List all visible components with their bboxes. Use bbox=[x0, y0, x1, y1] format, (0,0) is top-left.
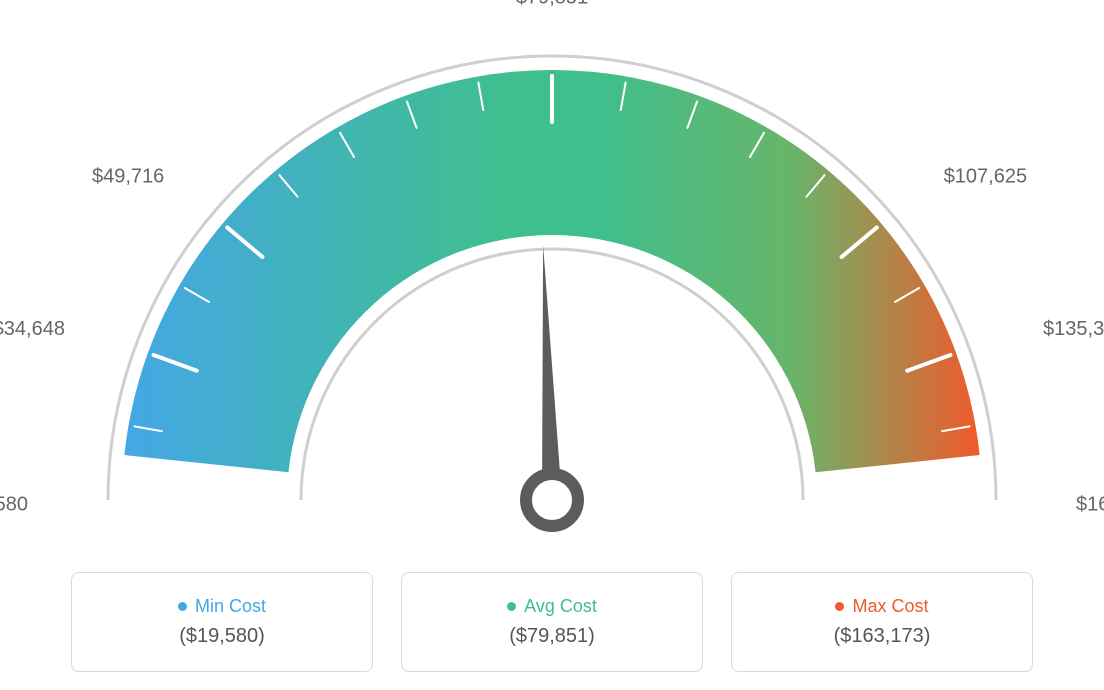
avg-cost-label-row: Avg Cost bbox=[507, 596, 597, 617]
gauge-tick-label: $135,399 bbox=[1043, 318, 1104, 340]
gauge-tick-label: $34,648 bbox=[0, 318, 65, 340]
avg-cost-card: Avg Cost ($79,851) bbox=[401, 572, 703, 672]
min-cost-label: Min Cost bbox=[195, 596, 266, 617]
gauge-needle-hub bbox=[526, 474, 578, 526]
gauge-tick-label: $49,716 bbox=[92, 166, 164, 188]
min-cost-label-row: Min Cost bbox=[178, 596, 266, 617]
max-cost-label: Max Cost bbox=[852, 596, 928, 617]
max-cost-value: ($163,173) bbox=[834, 625, 931, 648]
legend-cards: Min Cost ($19,580) Avg Cost ($79,851) Ma… bbox=[0, 572, 1104, 672]
gauge-tick-label: $79,851 bbox=[516, 0, 588, 8]
cost-gauge-widget: $19,580 $34,648 $49,716 $79,851 $107,625 $135… bbox=[0, 0, 1104, 690]
max-cost-card: Max Cost ($163,173) bbox=[731, 572, 1033, 672]
min-cost-card: Min Cost ($19,580) bbox=[71, 572, 373, 672]
avg-cost-value: ($79,851) bbox=[509, 625, 595, 648]
min-cost-value: ($19,580) bbox=[179, 625, 265, 648]
gauge-tick-label: $107,625 bbox=[944, 166, 1027, 188]
gauge-tick-label: $163,173 bbox=[1076, 493, 1104, 515]
avg-cost-label: Avg Cost bbox=[524, 596, 597, 617]
max-cost-dot-icon bbox=[835, 602, 844, 611]
gauge-needle bbox=[542, 245, 562, 500]
avg-cost-dot-icon bbox=[507, 602, 516, 611]
gauge-tick-label: $19,580 bbox=[0, 493, 28, 515]
min-cost-dot-icon bbox=[178, 602, 187, 611]
max-cost-label-row: Max Cost bbox=[835, 596, 928, 617]
gauge-chart: $19,580 $34,648 $49,716 $79,851 $107,625 $135… bbox=[0, 0, 1104, 556]
